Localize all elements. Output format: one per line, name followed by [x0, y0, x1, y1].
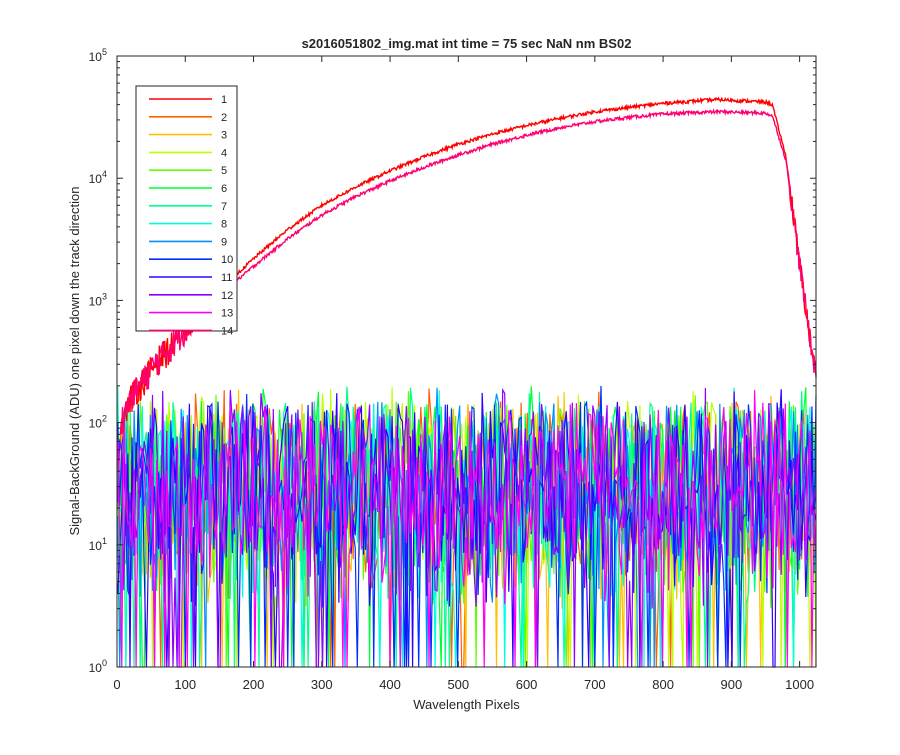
x-tick-label: 200: [243, 677, 265, 692]
axes-box: [116, 55, 817, 668]
y-tick-label: 100: [89, 658, 107, 675]
y-tick-label: 101: [89, 536, 107, 553]
y-tick-label: 104: [89, 169, 107, 186]
legend-label-10: 10: [221, 254, 233, 266]
legend-label-4: 4: [221, 147, 227, 159]
legend-label-5: 5: [221, 165, 227, 177]
x-tick-label: 900: [721, 677, 743, 692]
series-line-13: [117, 390, 817, 668]
legend-label-3: 3: [221, 130, 227, 142]
legend-label-8: 8: [221, 219, 227, 231]
x-axis: 0 100 200 300 400 500 600 700 800 900 1000: [113, 56, 814, 692]
x-tick-label: 300: [311, 677, 333, 692]
legend-label-6: 6: [221, 183, 227, 195]
chart-title: s2016051802_img.mat int time = 75 sec Na…: [302, 36, 632, 51]
x-tick-label: 800: [652, 677, 674, 692]
series-line-10: [117, 385, 817, 668]
legend-label-1: 1: [221, 94, 227, 106]
x-axis-label: Wavelength Pixels: [413, 697, 520, 712]
legend-box: [135, 85, 238, 332]
y-tick-label: 103: [89, 291, 107, 308]
y-tick-label: 102: [89, 414, 107, 431]
noise-series-layer: [117, 385, 817, 668]
legend-label-9: 9: [221, 236, 227, 248]
legend-label-11: 11: [221, 272, 232, 284]
legend-label-2: 2: [221, 112, 227, 124]
y-axis-label: Signal-BackGround (ADU) one pixel down t…: [67, 186, 82, 535]
x-tick-label: 400: [379, 677, 401, 692]
legend-label-12: 12: [221, 290, 233, 302]
x-tick-label: 100: [174, 677, 196, 692]
legend-label-13: 13: [221, 308, 233, 320]
x-tick-label: 700: [584, 677, 606, 692]
y-tick-label: 105: [89, 47, 107, 64]
x-tick-label: 0: [113, 677, 120, 692]
legend-label-7: 7: [221, 201, 227, 213]
x-tick-label: 600: [516, 677, 538, 692]
x-tick-label: 1000: [785, 677, 814, 692]
series-line-12: [117, 387, 817, 668]
legend-label-14: 14: [221, 325, 233, 337]
x-tick-label: 500: [447, 677, 469, 692]
